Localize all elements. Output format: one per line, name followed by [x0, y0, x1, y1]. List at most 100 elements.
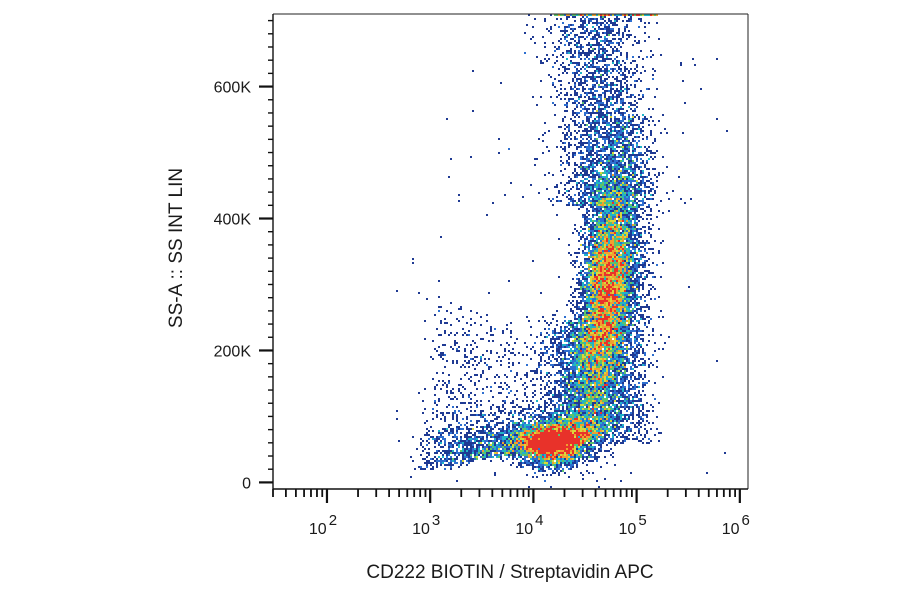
density-cell	[626, 224, 628, 226]
density-cell	[500, 444, 502, 446]
density-cell	[634, 356, 636, 358]
density-cell	[580, 410, 582, 412]
density-cell	[596, 428, 598, 430]
density-cell	[566, 420, 568, 422]
density-cell	[580, 270, 582, 272]
density-cell	[492, 446, 494, 448]
density-cell	[480, 358, 482, 360]
density-cell	[570, 418, 572, 420]
density-cell	[598, 400, 600, 402]
density-cell	[470, 448, 472, 450]
density-cell	[618, 214, 620, 216]
density-cell	[612, 360, 614, 362]
density-cell	[538, 408, 540, 410]
density-cell	[612, 256, 614, 258]
density-cell	[568, 458, 570, 460]
density-cell	[622, 248, 624, 250]
density-cell	[554, 458, 556, 460]
density-cell	[452, 460, 454, 462]
density-cell	[534, 410, 536, 412]
density-cell	[490, 350, 492, 352]
density-cell	[624, 276, 626, 278]
density-cell	[470, 436, 472, 438]
density-cell	[458, 466, 460, 468]
density-cell	[550, 440, 552, 442]
density-cell	[638, 428, 640, 430]
density-cell	[592, 350, 594, 352]
density-cell	[548, 448, 550, 450]
density-cell	[530, 456, 532, 458]
density-cell	[448, 374, 450, 376]
density-cell	[516, 446, 518, 448]
density-cell	[526, 474, 528, 476]
density-cell	[466, 356, 468, 358]
density-cell	[498, 444, 500, 446]
density-cell	[464, 366, 466, 368]
density-cell	[618, 248, 620, 250]
density-cell	[588, 410, 590, 412]
density-cell	[494, 414, 496, 416]
density-cell	[604, 260, 606, 262]
density-cell	[474, 342, 476, 344]
density-cell	[634, 186, 636, 188]
density-cell	[582, 448, 584, 450]
density-cell	[594, 246, 596, 248]
density-cell	[576, 354, 578, 356]
density-cell	[628, 320, 630, 322]
density-cell	[454, 340, 456, 342]
density-cell	[436, 450, 438, 452]
density-cell	[486, 452, 488, 454]
density-cell	[624, 210, 626, 212]
density-cell	[600, 392, 602, 394]
density-cell	[540, 430, 542, 432]
density-cell	[450, 450, 452, 452]
density-cell	[584, 372, 586, 374]
density-cell	[578, 452, 580, 454]
density-cell	[614, 306, 616, 308]
density-cell	[574, 330, 576, 332]
density-cell	[580, 444, 582, 446]
density-cell	[476, 406, 478, 408]
density-cell	[568, 388, 570, 390]
density-cell	[474, 456, 476, 458]
density-cell	[618, 168, 620, 170]
density-cell	[560, 444, 562, 446]
density-cell	[474, 450, 476, 452]
density-cell	[612, 324, 614, 326]
density-cell	[572, 326, 574, 328]
density-cell	[626, 402, 628, 404]
density-cell	[604, 408, 606, 410]
density-cell	[606, 390, 608, 392]
density-cell	[590, 434, 592, 436]
density-cell	[582, 366, 584, 368]
density-cell	[596, 184, 598, 186]
density-cell	[540, 406, 542, 408]
density-cell	[536, 426, 538, 428]
density-cell	[616, 340, 618, 342]
density-cell	[562, 360, 564, 362]
density-cell	[614, 380, 616, 382]
density-cell	[576, 356, 578, 358]
density-cell	[576, 452, 578, 454]
density-cell	[546, 422, 548, 424]
density-cell	[456, 360, 458, 362]
density-cell	[530, 426, 532, 428]
density-cell	[586, 320, 588, 322]
density-cell	[602, 182, 604, 184]
density-cell	[594, 284, 596, 286]
density-cell	[582, 236, 584, 238]
density-cell	[600, 182, 602, 184]
density-cell	[446, 392, 448, 394]
density-cell	[556, 422, 558, 424]
density-cell	[598, 368, 600, 370]
density-cell	[566, 322, 568, 324]
density-cell	[600, 304, 602, 306]
density-cell	[612, 282, 614, 284]
density-cell	[582, 360, 584, 362]
density-cell	[614, 244, 616, 246]
density-cell	[588, 368, 590, 370]
density-cell	[614, 362, 616, 364]
density-cell	[576, 364, 578, 366]
density-cell	[594, 330, 596, 332]
density-cell	[590, 432, 592, 434]
